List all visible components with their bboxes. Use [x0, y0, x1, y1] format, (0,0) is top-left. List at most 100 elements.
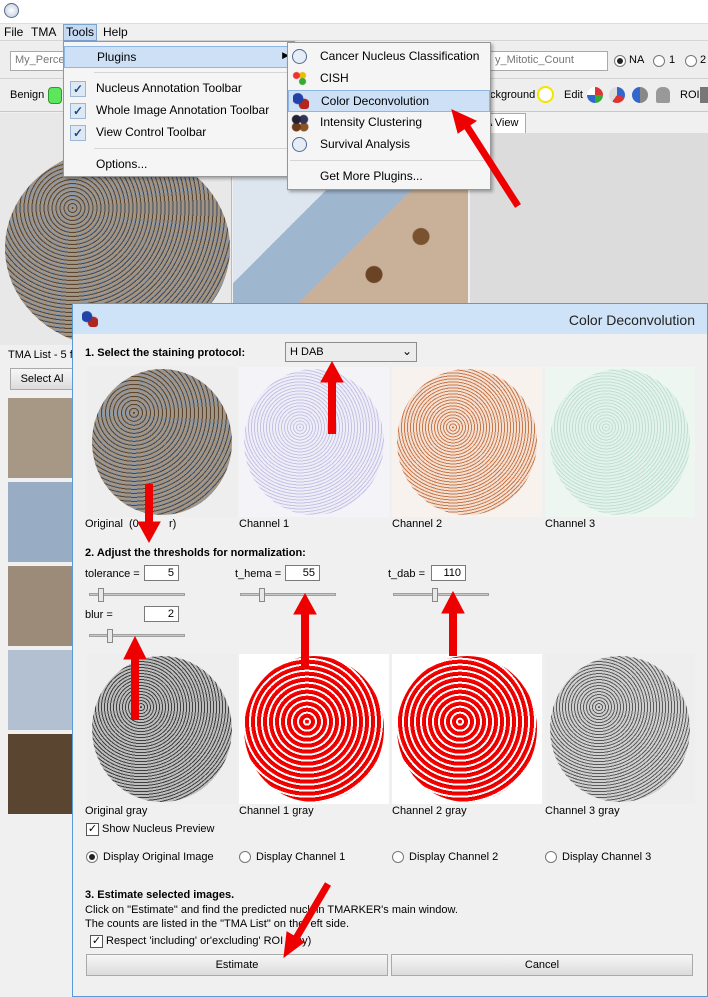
roi-icon[interactable]: [700, 87, 708, 103]
edit-tool-4-icon[interactable]: [656, 87, 670, 103]
intensity-clustering-label: Intensity Clustering: [320, 115, 423, 129]
arrow-to-color-deconvolution-head: [451, 109, 478, 134]
menu-item-view-control-toolbar[interactable]: ✓ View Control Toolbar: [64, 122, 294, 144]
edit-tool-3-icon[interactable]: [632, 87, 648, 103]
respect-roi-checkbox[interactable]: ✓: [90, 935, 103, 948]
arrow-to-estimate-head: [283, 931, 305, 959]
channel2-image: [397, 369, 537, 515]
blur-input[interactable]: 2: [144, 606, 179, 622]
slider-handle[interactable]: [107, 629, 113, 643]
menu-item-cish[interactable]: CISH: [288, 68, 490, 90]
display-channel3-label: Display Channel 3: [562, 851, 652, 863]
menu-separator: [94, 148, 292, 149]
arrow-to-t-dab-head: [441, 590, 465, 614]
tolerance-slider[interactable]: [89, 588, 185, 602]
display-channel1-radio[interactable]: [239, 851, 251, 863]
nucleus-toolbar-label: Nucleus Annotation Toolbar: [96, 81, 242, 95]
tolerance-label: tolerance =: [85, 568, 140, 580]
menu-item-cancer-nucleus[interactable]: Cancer Nucleus Classification: [288, 46, 490, 68]
tma-list-item[interactable]: [8, 734, 72, 814]
edit-tool-1-icon[interactable]: [587, 87, 603, 103]
channel2-gray-thumbnail[interactable]: [392, 654, 542, 804]
menu-item-get-more-plugins[interactable]: Get More Plugins...: [288, 166, 490, 188]
survival-analysis-icon: [292, 137, 307, 152]
menu-tma[interactable]: TMA: [31, 25, 57, 39]
channel2-thumbnail[interactable]: [392, 367, 542, 517]
tma-list-header: TMA List - 5 f: [8, 349, 73, 361]
channel3-gray-label: Channel 3 gray: [545, 805, 620, 817]
radio-na[interactable]: [614, 55, 626, 67]
cancel-button[interactable]: Cancel: [391, 954, 693, 976]
menu-item-options[interactable]: Options...: [64, 154, 294, 176]
t-dab-input[interactable]: 110: [431, 565, 466, 581]
channel3-label: Channel 3: [545, 518, 596, 530]
channel2-label: Channel 2: [392, 518, 443, 530]
edit-tool-2-icon[interactable]: [609, 87, 625, 103]
dialog-title-bar[interactable]: Color Deconvolution: [73, 304, 707, 334]
channel1-gray-label: Channel 1 gray: [239, 805, 314, 817]
original-gray-thumbnail[interactable]: [87, 654, 237, 804]
show-preview-checkbox[interactable]: ✓: [86, 823, 99, 836]
menu-item-intensity-clustering[interactable]: Intensity Clustering: [288, 112, 490, 134]
estimate-info-line1: Click on "Estimate" and find the predict…: [85, 904, 458, 916]
slider-handle[interactable]: [259, 588, 265, 602]
menu-item-whole-image-toolbar[interactable]: ✓ Whole Image Annotation Toolbar: [64, 100, 294, 122]
step3-heading: 3. Estimate selected images.: [85, 889, 235, 901]
t-hema-slider[interactable]: [240, 588, 336, 602]
tma-list-panel: TMA List - 5 f Select Al: [0, 345, 74, 825]
tolerance-input[interactable]: 5: [144, 565, 179, 581]
menu-tools[interactable]: Tools: [63, 24, 98, 41]
original-gray-label: Original gray: [85, 805, 148, 817]
benign-color-button[interactable]: [48, 87, 62, 104]
display-channel3-radio[interactable]: [545, 851, 557, 863]
t-dab-slider[interactable]: [393, 588, 489, 602]
dialog-title: Color Deconvolution: [568, 312, 695, 328]
cancer-nucleus-icon: [292, 49, 307, 64]
channel3-thumbnail[interactable]: [545, 367, 695, 517]
view-panel: [470, 133, 708, 303]
options-label: Options...: [96, 157, 148, 171]
protocol-select[interactable]: H DAB ⌄: [285, 342, 417, 362]
submenu-arrow-icon: ▶: [282, 50, 289, 60]
menu-item-nucleus-toolbar[interactable]: ✓ Nucleus Annotation Toolbar: [64, 78, 294, 100]
percent-field[interactable]: My_Perce: [10, 51, 66, 71]
color-deconvolution-icon: [82, 311, 98, 327]
arrow-to-tolerance-head: [137, 521, 161, 544]
tissue-core-image: [92, 369, 232, 515]
slider-handle[interactable]: [98, 588, 104, 602]
cish-label: CISH: [320, 71, 349, 85]
menu-help[interactable]: Help: [103, 25, 128, 39]
channel3-gray-thumbnail[interactable]: [545, 654, 695, 804]
estimate-button[interactable]: Estimate: [86, 954, 388, 976]
tma-list-item[interactable]: [8, 482, 72, 562]
tma-list-item[interactable]: [8, 566, 72, 646]
radio-2[interactable]: [685, 55, 697, 67]
menu-item-color-deconvolution[interactable]: Color Deconvolution: [288, 90, 490, 112]
check-icon: ✓: [70, 81, 86, 97]
tma-list-item[interactable]: [8, 398, 72, 478]
t-hema-label: t_hema =: [235, 568, 282, 580]
arrow-to-color-deconvolution: [463, 123, 521, 208]
background-color-button[interactable]: [537, 86, 554, 103]
display-original-radio[interactable]: [86, 851, 98, 863]
color-deconvolution-icon: [293, 93, 309, 109]
menu-item-plugins[interactable]: Plugins ▶: [64, 46, 294, 68]
blur-slider[interactable]: [89, 629, 185, 643]
t-hema-input[interactable]: 55: [285, 565, 320, 581]
arrow-to-t-hema-head: [293, 592, 317, 615]
menu-item-survival-analysis[interactable]: Survival Analysis: [288, 134, 490, 156]
tma-list-item[interactable]: [8, 650, 72, 730]
radio-1[interactable]: [653, 55, 665, 67]
channel1-gray-image: [244, 656, 384, 802]
slider-handle[interactable]: [432, 588, 438, 602]
original-thumbnail[interactable]: [87, 367, 237, 517]
display-channel2-radio[interactable]: [392, 851, 404, 863]
step2-heading: 2. Adjust the thresholds for normalizati…: [85, 547, 306, 559]
channel2-gray-image: [397, 656, 537, 802]
menu-file[interactable]: File: [4, 25, 24, 39]
step1-heading: 1. Select the staining protocol:: [85, 347, 246, 359]
get-more-plugins-label: Get More Plugins...: [320, 169, 423, 183]
channel1-thumbnail[interactable]: [239, 367, 389, 517]
channel1-gray-thumbnail[interactable]: [239, 654, 389, 804]
